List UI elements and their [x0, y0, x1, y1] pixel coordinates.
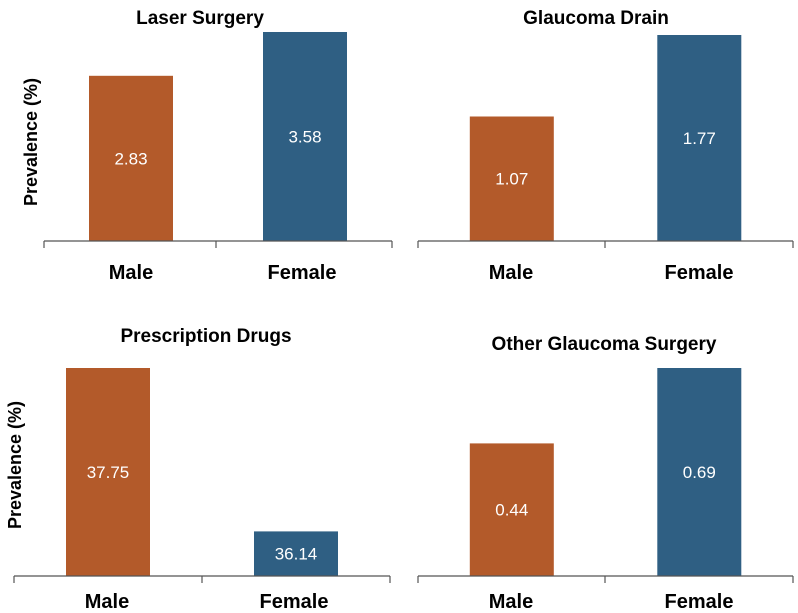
x-tick-label-male: Male: [489, 591, 533, 613]
chart-title: Prescription Drugs: [120, 326, 291, 347]
bars: 0.44 0.69: [469, 368, 742, 576]
value-label-female: 1.77: [683, 129, 716, 148]
bar-male: [66, 368, 150, 576]
bar-male: [469, 443, 554, 576]
bar-female: [657, 368, 742, 576]
y-axis-label: Prevalence (%): [21, 78, 41, 206]
panel-glaucoma-drain: Glaucoma Drain 1.07 1.77 Male Female: [417, 8, 794, 284]
x-tick-label-female: Female: [268, 262, 337, 284]
value-label-male: 1.07: [495, 170, 528, 189]
value-label-male: 37.75: [87, 463, 130, 482]
chart-title: Other Glaucoma Surgery: [492, 334, 717, 355]
chart-title: Laser Surgery: [136, 8, 264, 29]
value-label-male: 0.44: [495, 501, 528, 520]
x-tick-label-female: Female: [260, 591, 329, 613]
x-tick-label-female: Female: [665, 591, 734, 613]
value-label-male: 2.83: [114, 149, 147, 168]
x-tick-label-female: Female: [665, 262, 734, 284]
x-tick-label-male: Male: [109, 262, 153, 284]
chart-title: Glaucoma Drain: [523, 8, 669, 29]
panel-other-glaucoma-surgery: Other Glaucoma Surgery 0.44 0.69 Male Fem…: [417, 334, 794, 613]
bar-female: [254, 531, 338, 576]
value-label-female: 0.69: [683, 463, 716, 482]
y-axis-label: Prevalence (%): [5, 401, 25, 529]
value-label-female: 3.58: [288, 128, 321, 147]
bars: 1.07 1.77: [469, 35, 742, 241]
bars: 37.75 36.14: [66, 368, 338, 576]
bar-female: [263, 32, 347, 241]
bar-male: [89, 75, 173, 241]
bar-male: [469, 116, 554, 241]
value-label-female: 36.14: [275, 545, 318, 564]
panel-laser-surgery: Laser Surgery Prevalence (%) 2.83 3.58 Ma…: [21, 8, 393, 284]
bars: 2.83 3.58: [89, 32, 347, 241]
panel-prescription-drugs: Prescription Drugs Prevalence (%) 37.753…: [5, 326, 391, 613]
bar-female: [657, 35, 742, 241]
x-tick-label-male: Male: [85, 591, 129, 613]
x-tick-label-male: Male: [489, 262, 533, 284]
